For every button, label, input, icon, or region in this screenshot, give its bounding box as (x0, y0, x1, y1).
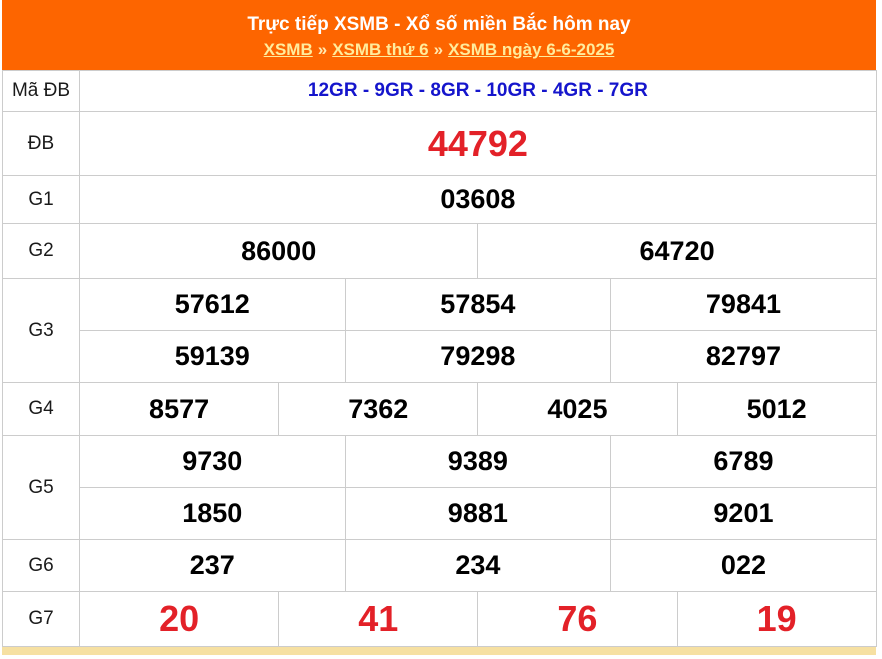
prize-label-db: ĐB (2, 111, 80, 176)
prize-value: 234 (344, 539, 612, 592)
row-db: ĐB 44792 (2, 111, 877, 176)
breadcrumb-link-xsmb-ngay[interactable]: XSMB ngày 6-6-2025 (448, 40, 615, 59)
row-g6: G6 237 234 022 (2, 539, 877, 592)
page-title: Trực tiếp XSMB - Xổ số miền Bắc hôm nay (247, 14, 631, 35)
prize-value: 79841 (610, 278, 877, 331)
prize-value: 6789 (610, 435, 877, 488)
row-g4: G4 8577 7362 4025 5012 (2, 382, 877, 436)
prize-label-ma-db: Mã ĐB (2, 70, 80, 112)
prize-value: 82797 (610, 330, 877, 383)
prize-value: 9730 (79, 435, 346, 488)
row-g3-2: 59139 79298 82797 (3, 330, 877, 383)
header-banner: Trực tiếp XSMB - Xổ số miền Bắc hôm nay … (2, 0, 876, 70)
prize-value: 4025 (477, 382, 678, 436)
breadcrumb: XSMB» XSMB thứ 6» XSMB ngày 6-6-2025 (2, 40, 876, 60)
breadcrumb-link-xsmb-thu-6[interactable]: XSMB thứ 6 (332, 40, 429, 59)
prize-value: 59139 (79, 330, 346, 383)
row-g3-1: G3 57612 57854 79841 (2, 278, 877, 383)
special-prize-value: 44792 (79, 111, 877, 176)
prize-value: 57612 (79, 278, 346, 331)
prize-value: 64720 (477, 223, 877, 279)
prize-label-g5: G5 (2, 435, 80, 540)
prize-value: 5012 (676, 382, 877, 436)
prize-label-g7: G7 (2, 591, 80, 647)
prize-value: 022 (610, 539, 877, 592)
prize-label-g2: G2 (2, 223, 80, 279)
prize-value: 76 (477, 591, 678, 647)
prize-value: 9389 (344, 435, 612, 488)
bottom-strip (2, 647, 876, 655)
prize-label-g6: G6 (2, 539, 80, 592)
prize-value: 57854 (344, 278, 612, 331)
results-table: Mã ĐB 12GR - 9GR - 8GR - 10GR - 4GR - 7G… (2, 70, 877, 647)
prize-value: 41 (278, 591, 479, 647)
prize-label-g1: G1 (2, 175, 80, 224)
jackpot-code-value: 12GR - 9GR - 8GR - 10GR - 4GR - 7GR (79, 70, 877, 112)
prize-value: 20 (78, 591, 280, 647)
prize-label-g4: G4 (2, 382, 80, 436)
row-g7: G7 20 41 76 19 (2, 591, 877, 647)
prize-value: 1850 (79, 487, 346, 540)
prize-value: 86000 (78, 223, 479, 279)
row-g2: G2 86000 64720 (2, 223, 877, 279)
prize-value: 79298 (344, 330, 612, 383)
prize-value: 237 (79, 539, 346, 592)
prize-value: 8577 (78, 382, 280, 436)
prize-value: 9881 (344, 487, 612, 540)
row-g5-1: G5 9730 9389 6789 (2, 435, 877, 540)
prize-value: 03608 (79, 175, 877, 224)
row-g1: G1 03608 (2, 175, 877, 224)
row-ma-db: Mã ĐB 12GR - 9GR - 8GR - 10GR - 4GR - 7G… (2, 70, 877, 112)
prize-label-g3: G3 (2, 278, 80, 383)
row-g5-2: 1850 9881 9201 (3, 487, 877, 540)
breadcrumb-separator: » (317, 40, 328, 59)
breadcrumb-link-xsmb[interactable]: XSMB (263, 40, 313, 59)
prize-value: 9201 (610, 487, 877, 540)
prize-value: 19 (676, 591, 877, 647)
prize-value: 7362 (278, 382, 479, 436)
breadcrumb-separator: » (433, 40, 444, 59)
